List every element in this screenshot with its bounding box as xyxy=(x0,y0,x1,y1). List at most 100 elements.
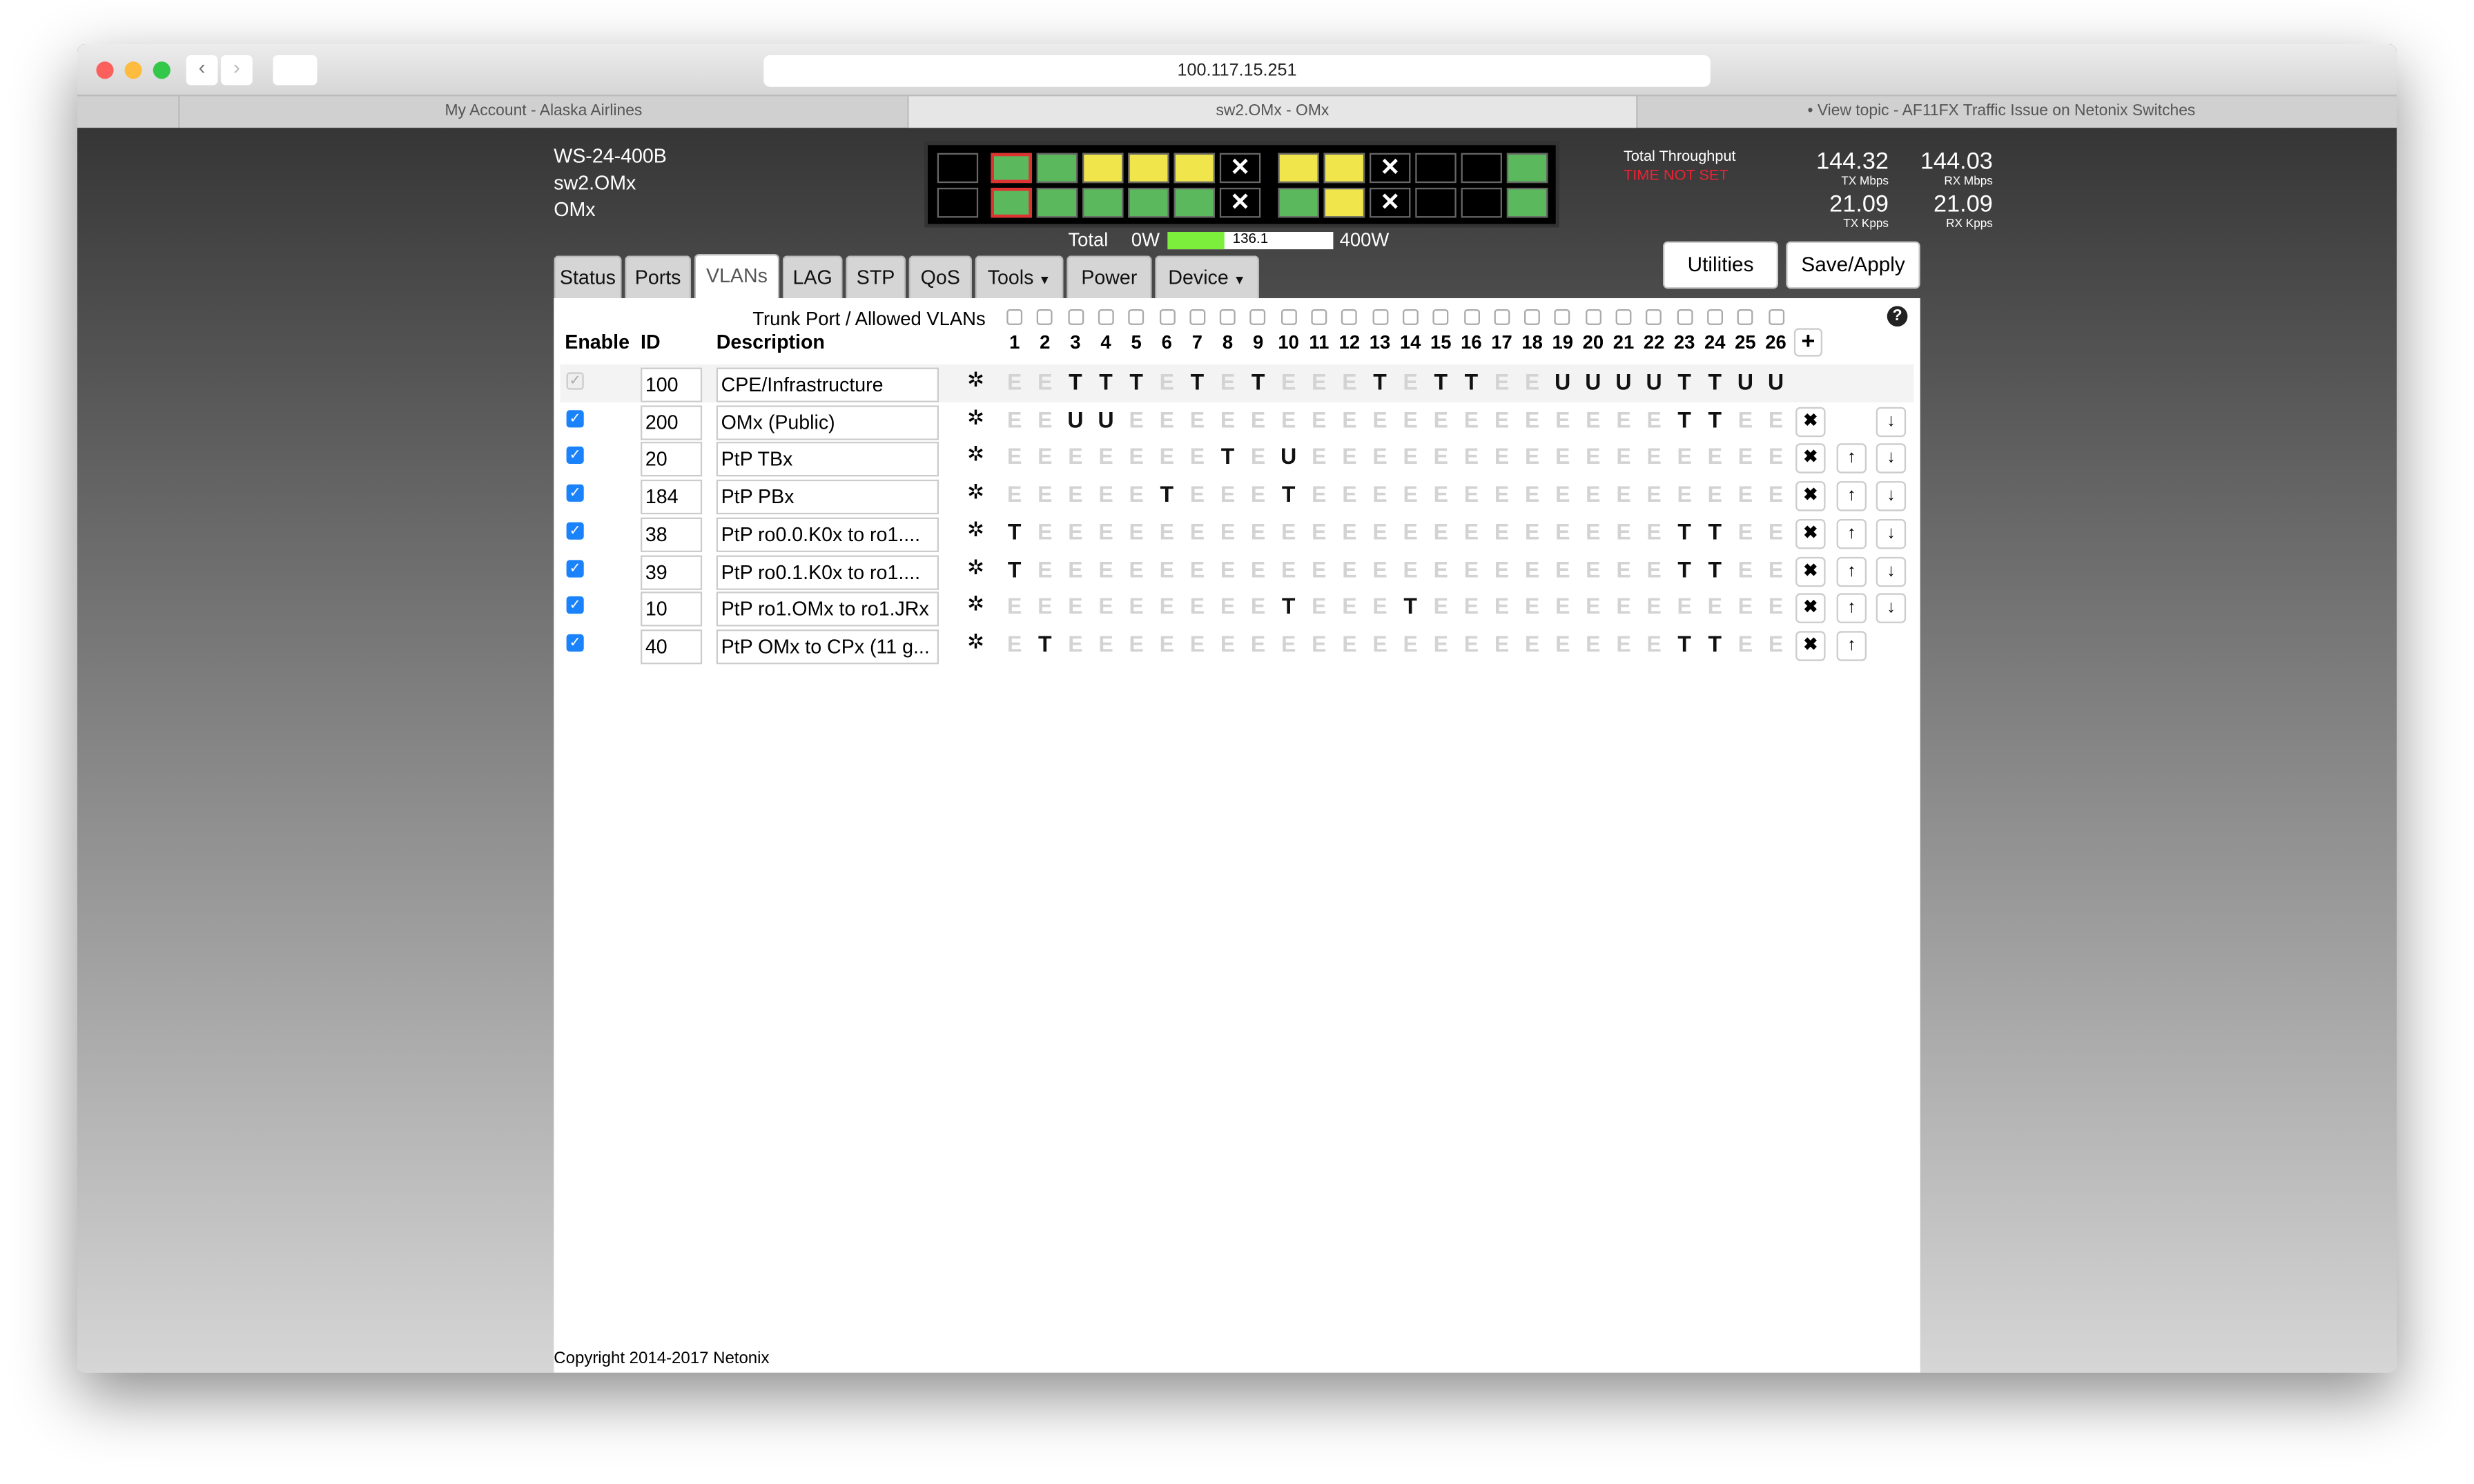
port-mode[interactable]: E xyxy=(1737,631,1753,656)
port-mode[interactable]: E xyxy=(1433,406,1448,432)
port-mode[interactable]: E xyxy=(1677,444,1692,469)
port-mode[interactable]: T xyxy=(1708,556,1722,582)
vlan-id[interactable]: 39 xyxy=(640,554,703,589)
back-button[interactable]: ‹ xyxy=(186,55,218,86)
browser-tab[interactable]: My Account - Alaska Airlines xyxy=(178,96,907,128)
port-mode[interactable]: E xyxy=(1129,406,1144,432)
port-mode[interactable]: E xyxy=(1098,481,1113,507)
port-mode[interactable]: E xyxy=(1038,481,1053,507)
port-mode[interactable]: E xyxy=(1586,593,1601,619)
port-mode[interactable]: E xyxy=(1616,631,1631,656)
down-button[interactable]: ↓ xyxy=(1876,481,1907,511)
port-mode[interactable]: E xyxy=(1189,631,1205,656)
vlan-id[interactable]: 38 xyxy=(640,517,703,552)
port-mode[interactable]: T xyxy=(1129,369,1143,395)
port-mode[interactable]: T xyxy=(1007,556,1022,582)
port-mode[interactable]: E xyxy=(1159,518,1174,545)
down-button[interactable]: ↓ xyxy=(1876,406,1907,437)
forward-button[interactable]: › xyxy=(220,55,253,86)
port-mode[interactable]: E xyxy=(1159,593,1174,619)
port-mode[interactable]: E xyxy=(1433,556,1448,582)
port-mode[interactable]: E xyxy=(1707,444,1722,469)
port-mode[interactable]: T xyxy=(1190,369,1205,395)
port-mode[interactable]: E xyxy=(1007,369,1022,395)
port-mode[interactable]: E xyxy=(1586,631,1601,656)
nav-tab[interactable]: Status xyxy=(554,255,622,298)
port-mode[interactable]: E xyxy=(1189,556,1205,582)
port-mode[interactable]: E xyxy=(1007,631,1022,656)
port-mode[interactable]: E xyxy=(1494,631,1510,656)
vlan-id[interactable]: 100 xyxy=(640,367,703,402)
up-button[interactable]: ↑ xyxy=(1836,481,1867,511)
port-mode[interactable]: E xyxy=(1586,406,1601,432)
port-mode[interactable]: E xyxy=(1494,406,1510,432)
port-mode[interactable]: E xyxy=(1524,631,1540,656)
port-mode[interactable]: E xyxy=(1403,406,1418,432)
port-mode[interactable]: T xyxy=(1099,369,1113,395)
enable-checkbox[interactable]: ✓ xyxy=(566,559,584,577)
down-button[interactable]: ↓ xyxy=(1876,556,1907,587)
settings-icon[interactable]: ✲ xyxy=(967,554,985,578)
vlan-description[interactable]: PtP ro0.1.K0x to ro1.... xyxy=(716,554,939,589)
port-mode[interactable]: E xyxy=(1646,481,1662,507)
port-mode[interactable]: E xyxy=(1463,481,1479,507)
up-button[interactable]: ↑ xyxy=(1836,518,1867,549)
trunk-checkbox[interactable] xyxy=(1189,309,1205,325)
close[interactable] xyxy=(96,61,114,79)
port-mode[interactable]: E xyxy=(1372,406,1387,432)
trunk-checkbox[interactable] xyxy=(1555,309,1571,325)
port-mode[interactable]: E xyxy=(1433,444,1448,469)
port-mode[interactable]: T xyxy=(1708,631,1722,656)
trunk-checkbox[interactable] xyxy=(1220,309,1236,325)
port-mode[interactable]: E xyxy=(1281,631,1296,656)
port-mode[interactable]: E xyxy=(1494,444,1510,469)
port-mode[interactable]: E xyxy=(1038,406,1053,432)
port-mode[interactable]: E xyxy=(1737,593,1753,619)
port-mode[interactable]: E xyxy=(1403,631,1418,656)
trunk-checkbox[interactable] xyxy=(1372,309,1388,325)
port-mode[interactable]: E xyxy=(1250,444,1266,469)
trunk-checkbox[interactable] xyxy=(1158,309,1175,325)
port-mode[interactable]: E xyxy=(1220,481,1236,507)
trunk-checkbox[interactable] xyxy=(1250,309,1267,325)
port-mode[interactable]: E xyxy=(1372,444,1387,469)
port-mode[interactable]: T xyxy=(1251,369,1265,395)
port-mode[interactable]: E xyxy=(1463,518,1479,545)
port-mode[interactable]: E xyxy=(1312,444,1327,469)
port-mode[interactable]: E xyxy=(1616,518,1631,545)
port-mode[interactable]: E xyxy=(1768,593,1784,619)
vlan-description[interactable]: OMx (Public) xyxy=(716,404,939,440)
port-mode[interactable]: T xyxy=(1708,518,1722,545)
port-mode[interactable]: T xyxy=(1708,369,1722,395)
up-button[interactable]: ↑ xyxy=(1836,556,1867,587)
port-mode[interactable]: E xyxy=(1038,593,1053,619)
port-mode[interactable]: E xyxy=(1189,444,1205,469)
port-mode[interactable]: T xyxy=(1403,593,1417,619)
port-mode[interactable]: E xyxy=(1068,631,1083,656)
port-mode[interactable]: E xyxy=(1463,444,1479,469)
delete-button[interactable]: ✖ xyxy=(1795,518,1826,549)
nav-tab[interactable]: VLANs xyxy=(694,253,780,300)
port-mode[interactable]: E xyxy=(1737,481,1753,507)
port-mode[interactable]: E xyxy=(1524,518,1540,545)
port-mode[interactable]: E xyxy=(1646,444,1662,469)
port-mode[interactable]: E xyxy=(1646,556,1662,582)
enable-checkbox[interactable]: ✓ xyxy=(566,484,584,502)
port-mode[interactable]: E xyxy=(1098,556,1113,582)
port-mode[interactable]: E xyxy=(1494,369,1510,395)
port-mode[interactable]: U xyxy=(1737,369,1753,395)
trunk-checkbox[interactable] xyxy=(1737,309,1753,325)
trunk-checkbox[interactable] xyxy=(1098,309,1114,325)
port-mode[interactable]: E xyxy=(1342,593,1357,619)
port-mode[interactable]: E xyxy=(1524,406,1540,432)
port-mode[interactable]: T xyxy=(1281,481,1296,507)
port-mode[interactable]: E xyxy=(1342,556,1357,582)
port-mode[interactable]: E xyxy=(1098,518,1113,545)
port-mode[interactable]: E xyxy=(1372,481,1387,507)
port-mode[interactable]: E xyxy=(1098,593,1113,619)
down-button[interactable]: ↓ xyxy=(1876,593,1907,624)
port-mode[interactable]: E xyxy=(1463,406,1479,432)
vlan-description[interactable]: PtP ro1.OMx to ro1.JRx xyxy=(716,592,939,627)
trunk-checkbox[interactable] xyxy=(1402,309,1419,325)
port-mode[interactable]: E xyxy=(1646,406,1662,432)
